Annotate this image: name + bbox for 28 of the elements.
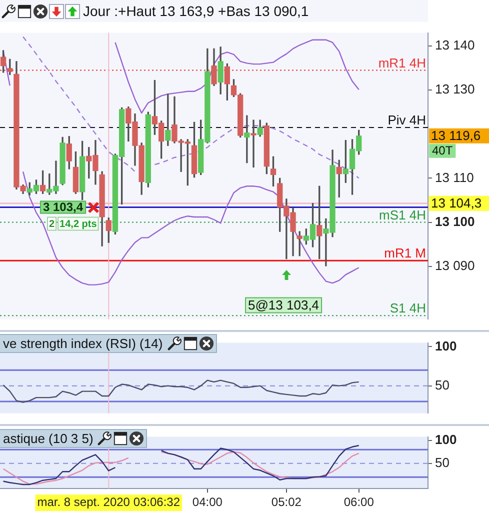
ref-line-label: mR1 M [384,246,426,261]
y-tick-label: 100 [435,338,457,354]
y-tick-label: 13 100 [435,214,475,229]
x-tick-label: 05:02 [271,495,302,510]
annotation: 14,2 pts [60,219,98,230]
y-tick-label: 13 110 [435,170,474,185]
ref-line-label: S1 4H [390,300,426,316]
text: 13 119,6 [431,128,481,143]
ref-line-label: Piv 4H [388,112,426,128]
annotation: 5@13 103,4 [248,297,320,312]
ref-line-label: mR1 4H [378,55,426,70]
y-tick-label: 50 [435,377,450,392]
text: 40T [432,144,454,158]
x-tick-label: 04:00 [192,495,223,510]
annotation: 3 103,4 [43,200,84,214]
x-tick-label: 06:00 [344,495,374,510]
x-tick-label: mar. 8 sept. 2020 03:06:32 [37,495,180,510]
annotation: 2 [49,219,55,230]
y-tick-label: 50 [435,454,450,470]
y-tick-label: 13 140 [435,38,475,53]
y-tick-label: 13 130 [435,82,475,97]
y-tick-label: 13 090 [435,258,475,273]
y-tick-label: 100 [435,432,457,448]
text: 13 104,3 [431,195,482,210]
chart-title: Jour :+Haut 13 163,9 +Bas 13 090,1 [83,3,309,19]
chart-title: astique (10 3 5) [3,431,94,446]
ref-line-label: mS1 4H [379,207,426,222]
chart-title: ve strength index (RSI) (14) [3,336,163,351]
